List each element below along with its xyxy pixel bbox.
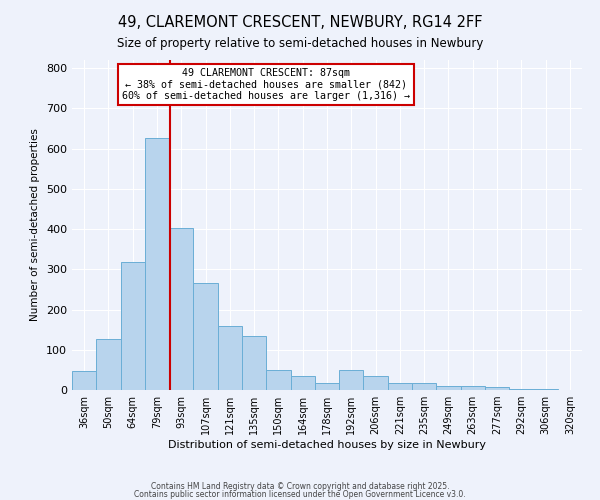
Bar bbox=[121, 262, 145, 390]
Bar bbox=[485, 387, 509, 390]
Text: Size of property relative to semi-detached houses in Newbury: Size of property relative to semi-detach… bbox=[117, 38, 483, 51]
Bar bbox=[145, 138, 169, 390]
Bar bbox=[364, 376, 388, 390]
Bar bbox=[509, 389, 533, 390]
Bar bbox=[339, 370, 364, 390]
Bar bbox=[266, 370, 290, 390]
Bar bbox=[218, 326, 242, 390]
Text: Contains HM Land Registry data © Crown copyright and database right 2025.: Contains HM Land Registry data © Crown c… bbox=[151, 482, 449, 491]
Bar bbox=[461, 386, 485, 390]
Bar bbox=[436, 386, 461, 390]
Text: 49, CLAREMONT CRESCENT, NEWBURY, RG14 2FF: 49, CLAREMONT CRESCENT, NEWBURY, RG14 2F… bbox=[118, 15, 482, 30]
Bar bbox=[388, 383, 412, 390]
Bar bbox=[96, 339, 121, 390]
Bar bbox=[533, 389, 558, 390]
Bar bbox=[290, 376, 315, 390]
Y-axis label: Number of semi-detached properties: Number of semi-detached properties bbox=[31, 128, 40, 322]
Bar bbox=[315, 383, 339, 390]
Bar bbox=[169, 228, 193, 390]
Text: Contains public sector information licensed under the Open Government Licence v3: Contains public sector information licen… bbox=[134, 490, 466, 499]
Text: 49 CLAREMONT CRESCENT: 87sqm
← 38% of semi-detached houses are smaller (842)
60%: 49 CLAREMONT CRESCENT: 87sqm ← 38% of se… bbox=[122, 68, 410, 102]
Bar bbox=[72, 370, 96, 390]
Bar bbox=[412, 383, 436, 390]
X-axis label: Distribution of semi-detached houses by size in Newbury: Distribution of semi-detached houses by … bbox=[168, 440, 486, 450]
Bar bbox=[242, 336, 266, 390]
Bar bbox=[193, 284, 218, 390]
